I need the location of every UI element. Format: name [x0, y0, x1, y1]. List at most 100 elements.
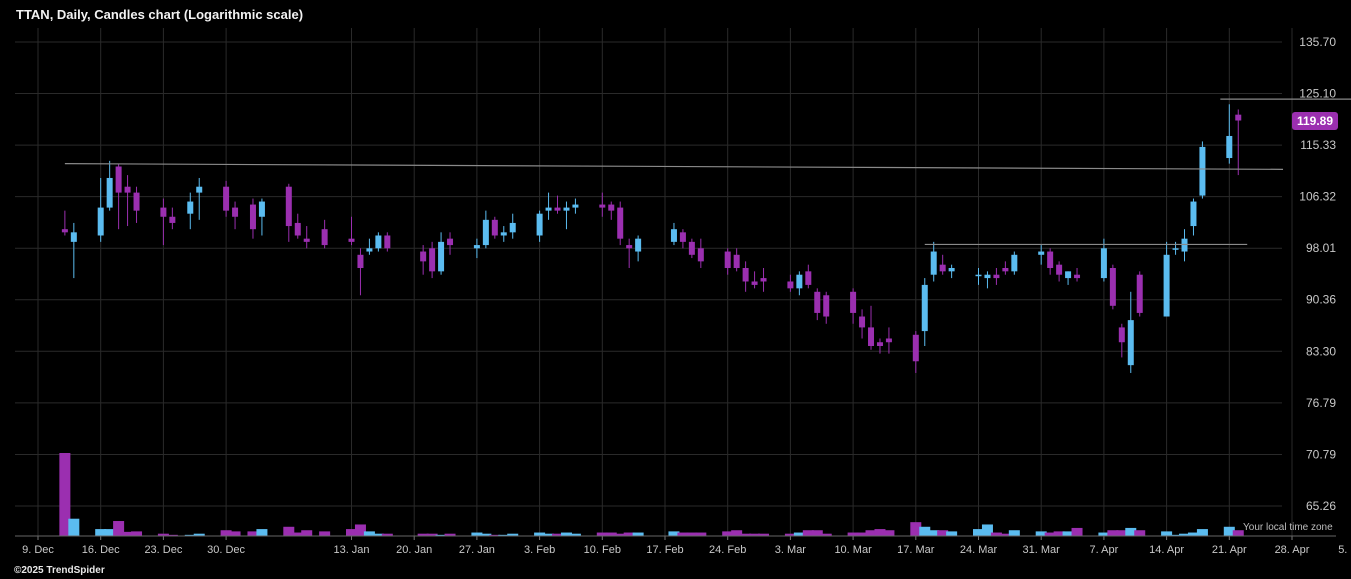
volume-bar [122, 531, 134, 536]
x-tick-label: 28. Apr [1275, 544, 1310, 556]
axis-layer: 135.70 125.10 115.33 106.32 98.01 90.36 83.30 7… [15, 35, 1351, 556]
x-tick-label: 27. Jan [459, 544, 495, 556]
candle-body [885, 338, 892, 343]
volume-layer [59, 453, 1244, 536]
candle-body [805, 271, 812, 285]
y-tick-label: 98.01 [1306, 241, 1336, 255]
volume-bar [910, 522, 922, 536]
volume-bar [973, 529, 984, 536]
volume-bar [731, 530, 743, 536]
volume-bar [928, 530, 940, 536]
chart-title: TTAN, Daily, Candles chart (Logarithmic … [16, 7, 304, 22]
volume-bar [820, 533, 832, 536]
x-tick-label: 30. Dec [207, 544, 245, 556]
x-tick-label: 17. Feb [646, 544, 683, 556]
volume-bar [507, 533, 519, 536]
volume-bar [560, 532, 572, 536]
candle-body [447, 238, 454, 246]
candle-body [420, 251, 427, 262]
x-tick-label: 16. Dec [82, 544, 120, 556]
candle-body [223, 186, 230, 211]
volume-bar [1232, 530, 1244, 536]
x-tick-label: 21. Apr [1212, 544, 1247, 556]
candle-layer[interactable] [61, 104, 1242, 373]
volume-bar [596, 532, 608, 536]
x-tick-label: 20. Jan [396, 544, 432, 556]
volume-bar [489, 534, 501, 536]
candle-body [187, 201, 194, 214]
x-tick-label: 9. Dec [22, 544, 54, 556]
volume-bar [104, 529, 116, 536]
timezone-note[interactable]: Your local time zone [1243, 522, 1333, 533]
candle-body [572, 204, 579, 208]
copyright-notice: ©2025 TrendSpider [14, 565, 105, 576]
candle-body [635, 238, 642, 252]
volume-bar [381, 533, 393, 536]
volume-bar [1196, 529, 1208, 536]
candle-body [563, 207, 570, 211]
candle-body [500, 232, 507, 236]
candle-body [249, 204, 256, 230]
volume-bar [256, 529, 268, 536]
candle-body [232, 207, 239, 217]
volume-bar [883, 530, 895, 536]
candle-body [1047, 251, 1054, 269]
candle-body [61, 229, 68, 233]
volume-bar [1170, 534, 1182, 536]
x-tick-label: 3. Feb [524, 544, 555, 556]
x-tick-label: 24. Mar [960, 544, 998, 556]
y-tick-label: 135.70 [1299, 35, 1336, 49]
candle-body [984, 274, 991, 279]
volume-bar [632, 532, 644, 536]
candle-body [473, 245, 480, 249]
x-tick-label: 13. Jan [333, 544, 369, 556]
candle-body [930, 251, 937, 275]
candle-body [1163, 254, 1170, 317]
volume-bar [543, 533, 555, 536]
volume-bar [686, 532, 698, 536]
x-tick-label: 5. May [1338, 544, 1351, 556]
trendline-dec-peak [64, 163, 1284, 170]
volume-bar [95, 529, 107, 536]
candle-body [115, 166, 122, 193]
candle-body [196, 186, 203, 193]
candle-body [429, 248, 436, 272]
candle-body [1065, 271, 1072, 279]
candle-body [303, 238, 310, 242]
volume-bar [417, 533, 429, 536]
volume-bar [354, 524, 366, 536]
volume-bar [999, 533, 1011, 536]
volume-bar [1187, 532, 1199, 536]
candle-body [1100, 248, 1107, 279]
candle-body [823, 295, 830, 317]
candle-body [697, 248, 704, 262]
x-tick-label: 24. Feb [709, 544, 746, 556]
volume-bar [937, 530, 949, 536]
volume-bar [283, 526, 295, 536]
candle-body [868, 327, 875, 346]
volume-bar [59, 453, 71, 536]
candle-body [993, 274, 1000, 279]
candle-body [617, 207, 624, 239]
volume-bar [677, 532, 689, 536]
candle-body [1118, 327, 1125, 343]
volume-bar [740, 533, 752, 536]
volume-bar [722, 531, 734, 536]
x-tick-label: 31. Mar [1023, 544, 1061, 556]
x-tick-label: 17. Mar [897, 544, 935, 556]
candle-body [1011, 254, 1018, 272]
candle-body [1002, 268, 1009, 272]
volume-bar [695, 532, 707, 536]
trendline-layer[interactable] [64, 98, 1351, 246]
y-tick-label: 76.79 [1306, 396, 1336, 410]
grid-layer [15, 28, 1293, 536]
candle-body [921, 284, 928, 332]
candle-body [321, 229, 328, 246]
volume-bar [552, 533, 564, 536]
x-tick-label: 14. Apr [1149, 544, 1184, 556]
volume-bar [1035, 531, 1047, 536]
volume-bar [865, 530, 877, 536]
y-tick-label: 106.32 [1299, 190, 1336, 204]
candle-body [975, 274, 982, 277]
